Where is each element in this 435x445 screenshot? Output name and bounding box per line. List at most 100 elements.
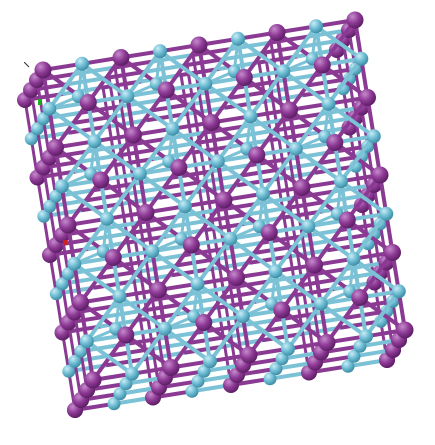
atom-sphere-icon[interactable] bbox=[72, 294, 89, 311]
atom-sphere-icon[interactable] bbox=[190, 276, 205, 291]
atom-sphere-icon[interactable] bbox=[120, 89, 135, 104]
atom-sphere-icon[interactable] bbox=[92, 171, 110, 189]
atom-sphere-icon[interactable] bbox=[223, 231, 238, 246]
atom-sphere-icon[interactable] bbox=[309, 19, 323, 34]
atom-sphere-icon[interactable] bbox=[318, 334, 336, 351]
atom-sphere-icon[interactable] bbox=[112, 49, 130, 66]
atom-sphere-icon[interactable] bbox=[75, 56, 89, 71]
atom-sphere-icon[interactable] bbox=[391, 284, 406, 299]
atom-sphere-icon[interactable] bbox=[366, 129, 381, 144]
bond-stick-icon bbox=[326, 101, 376, 139]
atom-sphere-icon[interactable] bbox=[338, 211, 356, 229]
atom-sphere-icon[interactable] bbox=[260, 224, 278, 241]
atom-sphere-icon[interactable] bbox=[313, 296, 328, 311]
atom-sphere-icon[interactable] bbox=[313, 56, 331, 74]
atom-sphere-icon[interactable] bbox=[288, 141, 303, 156]
atom-sphere-icon[interactable] bbox=[321, 96, 336, 111]
atom-sphere-icon[interactable] bbox=[34, 61, 52, 79]
bond-stick-icon bbox=[47, 106, 97, 144]
atom-sphere-icon[interactable] bbox=[273, 301, 291, 319]
atom-sphere-icon[interactable] bbox=[276, 64, 291, 79]
atom-sphere-icon[interactable] bbox=[67, 256, 82, 271]
atom-sphere-icon[interactable] bbox=[281, 341, 295, 356]
atom-sphere-icon[interactable] bbox=[42, 101, 57, 116]
atom-sphere-icon[interactable] bbox=[112, 289, 127, 304]
atom-sphere-icon[interactable] bbox=[268, 264, 283, 279]
atom-sphere-icon[interactable] bbox=[117, 326, 135, 344]
bond-stick-icon bbox=[84, 339, 134, 376]
atom-sphere-icon[interactable] bbox=[210, 154, 225, 169]
atom-sphere-icon[interactable] bbox=[240, 346, 258, 364]
atom-sphere-icon[interactable] bbox=[384, 244, 401, 261]
atom-sphere-icon[interactable] bbox=[371, 166, 389, 184]
bond-stick-icon bbox=[326, 56, 364, 106]
atom-sphere-icon[interactable] bbox=[301, 219, 316, 234]
atom-sphere-icon[interactable] bbox=[162, 359, 180, 376]
atom-sphere-icon[interactable] bbox=[153, 44, 167, 59]
atom-sphere-icon[interactable] bbox=[125, 126, 142, 144]
atom-sphere-icon[interactable] bbox=[306, 256, 323, 274]
bond-stick-icon bbox=[236, 36, 286, 74]
atom-sphere-icon[interactable] bbox=[178, 199, 192, 214]
atom-sphere-icon[interactable] bbox=[157, 321, 172, 336]
atom-sphere-icon bbox=[197, 364, 211, 378]
bond-stick-icon bbox=[126, 143, 136, 186]
atom-sphere-icon[interactable] bbox=[198, 76, 213, 91]
atom-sphere-icon[interactable] bbox=[132, 166, 147, 181]
atom-sphere-icon[interactable] bbox=[125, 366, 139, 381]
atom-sphere-icon[interactable] bbox=[84, 371, 102, 389]
atom-sphere-icon[interactable] bbox=[346, 251, 361, 266]
atom-sphere-icon[interactable] bbox=[203, 354, 217, 369]
atom-sphere-icon[interactable] bbox=[195, 314, 213, 331]
bond-stick-icon bbox=[130, 326, 167, 376]
atom-sphere-icon[interactable] bbox=[157, 81, 175, 99]
bond-stick-icon bbox=[281, 24, 318, 74]
atom-sphere-icon[interactable] bbox=[104, 249, 122, 266]
atom-sphere-icon[interactable] bbox=[281, 101, 298, 119]
atom-sphere-icon[interactable] bbox=[293, 179, 311, 196]
atom-sphere-icon[interactable] bbox=[359, 89, 376, 106]
atom-sphere-icon[interactable] bbox=[231, 31, 245, 46]
atom-sphere-icon[interactable] bbox=[79, 94, 97, 111]
atom-sphere-icon[interactable] bbox=[165, 121, 180, 136]
atom-sphere-icon[interactable] bbox=[215, 191, 233, 209]
atom-sphere-icon[interactable] bbox=[79, 334, 94, 349]
atom-sphere-icon[interactable] bbox=[346, 11, 364, 29]
atom-sphere-icon[interactable] bbox=[203, 114, 220, 131]
atom-sphere-icon bbox=[68, 354, 82, 368]
atom-sphere-icon[interactable] bbox=[150, 281, 167, 299]
atom-sphere-icon[interactable] bbox=[182, 236, 200, 254]
atom-sphere-icon[interactable] bbox=[145, 244, 160, 259]
atom-sphere-icon[interactable] bbox=[100, 211, 114, 226]
atom-sphere-icon[interactable] bbox=[190, 36, 208, 54]
atom-sphere-icon[interactable] bbox=[379, 206, 394, 221]
atom-sphere-icon[interactable] bbox=[326, 134, 344, 151]
atom-sphere-icon[interactable] bbox=[351, 289, 369, 306]
atom-sphere-icon[interactable] bbox=[334, 174, 348, 189]
atom-sphere-icon[interactable] bbox=[170, 159, 188, 176]
atom-sphere-icon bbox=[49, 189, 63, 203]
atom-sphere-icon[interactable] bbox=[256, 186, 270, 201]
atom-sphere-icon[interactable] bbox=[354, 51, 369, 66]
atom-sphere-icon[interactable] bbox=[396, 321, 414, 339]
atom-sphere-icon[interactable] bbox=[47, 139, 64, 156]
bond-stick-icon bbox=[351, 256, 401, 294]
bond-stick-icon bbox=[191, 53, 201, 96]
atom-sphere-icon[interactable] bbox=[87, 134, 102, 149]
atom-sphere-icon[interactable] bbox=[228, 269, 245, 286]
atom-sphere-icon[interactable] bbox=[235, 69, 253, 86]
atom-sphere-icon[interactable] bbox=[268, 24, 286, 41]
atom-sphere-icon[interactable] bbox=[54, 179, 69, 194]
atom-sphere-icon[interactable] bbox=[59, 216, 77, 234]
bond-stick-icon bbox=[286, 301, 323, 351]
atom-sphere-icon[interactable] bbox=[235, 309, 250, 324]
atom-sphere-icon[interactable] bbox=[243, 109, 258, 124]
bond-stick-icon bbox=[151, 298, 161, 341]
atom-sphere-icon bbox=[49, 287, 63, 301]
atom-sphere-icon[interactable] bbox=[137, 204, 155, 221]
atom-sphere-icon[interactable] bbox=[248, 146, 266, 164]
bond-stick-icon bbox=[240, 269, 278, 319]
atom-sphere-icon[interactable] bbox=[359, 329, 373, 344]
